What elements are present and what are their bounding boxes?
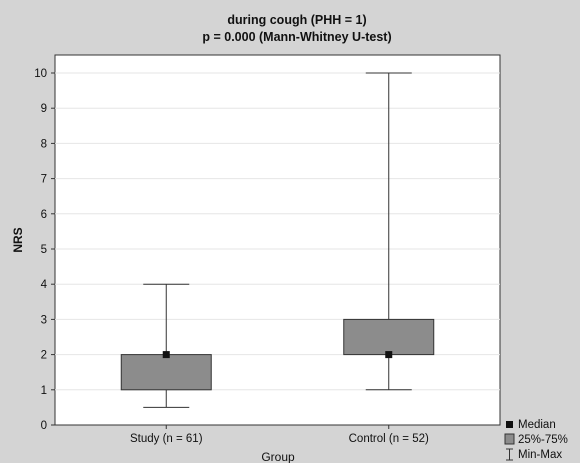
y-tick-label: 7 bbox=[41, 174, 47, 186]
y-tick-label: 6 bbox=[41, 209, 47, 221]
y-tick-label: 4 bbox=[41, 279, 48, 291]
x-tick-label: Study (n = 61) bbox=[130, 433, 203, 445]
iqr-box bbox=[343, 318, 435, 356]
y-axis-ticks: 0 1 2 3 4 5 6 7 8 9 10 bbox=[34, 68, 55, 432]
chart-subtitle: p = 0.000 (Mann-Whitney U-test) bbox=[202, 30, 391, 44]
y-tick-label: 0 bbox=[41, 420, 47, 432]
y-tick-label: 9 bbox=[41, 103, 47, 115]
x-axis-label: Group bbox=[261, 450, 295, 463]
legend: Median 25%-75% Min-Max bbox=[504, 419, 568, 461]
legend-median-label: Median bbox=[518, 419, 556, 431]
box-group bbox=[120, 283, 212, 408]
legend-median-marker bbox=[506, 421, 513, 428]
box-series bbox=[120, 72, 435, 408]
x-tick-label: Control (n = 52) bbox=[349, 433, 429, 445]
y-tick-label: 1 bbox=[41, 385, 47, 397]
y-axis-label: NRS bbox=[11, 227, 25, 252]
y-tick-label: 3 bbox=[41, 314, 47, 326]
y-tick-label: 2 bbox=[41, 350, 47, 362]
median-marker bbox=[385, 351, 393, 359]
y-tick-label: 8 bbox=[41, 138, 47, 150]
legend-range-label: Min-Max bbox=[518, 449, 562, 461]
legend-iqr-swatch bbox=[504, 433, 515, 445]
chart-title: during cough (PHH = 1) bbox=[227, 13, 366, 27]
box-group bbox=[343, 72, 435, 391]
legend-range-marker bbox=[506, 448, 513, 461]
median-marker bbox=[162, 351, 170, 359]
y-tick-label: 10 bbox=[34, 68, 47, 80]
iqr-box bbox=[120, 354, 212, 391]
legend-iqr-label: 25%-75% bbox=[518, 434, 568, 446]
x-axis-ticks: Study (n = 61) Control (n = 52) bbox=[130, 425, 429, 445]
y-tick-label: 5 bbox=[41, 244, 47, 256]
